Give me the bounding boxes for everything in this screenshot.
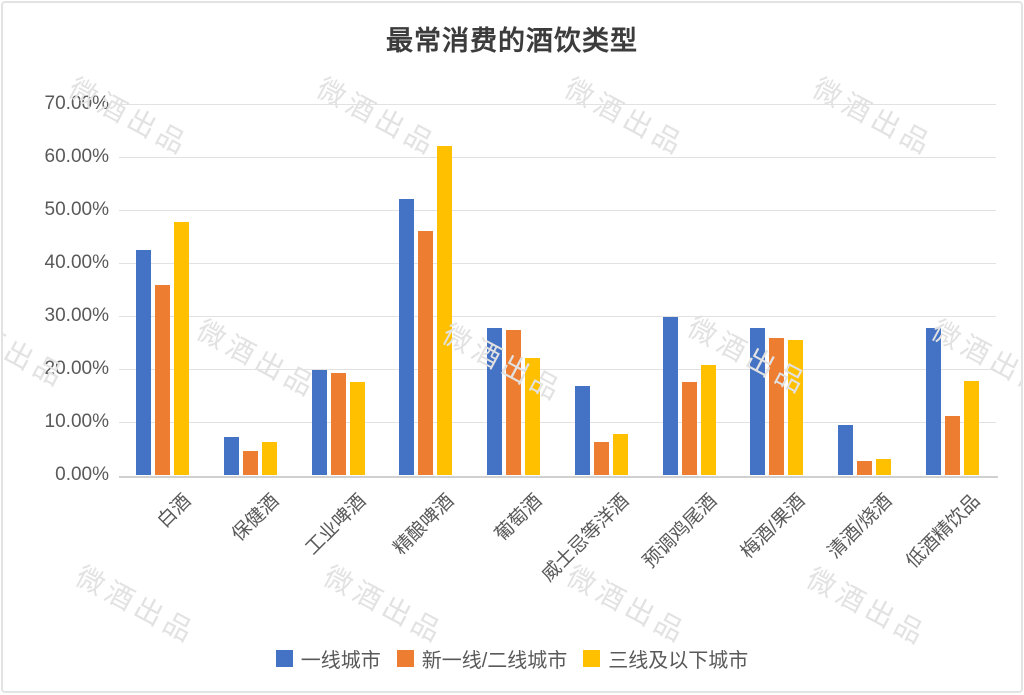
bar — [487, 327, 503, 475]
y-axis-tick-label: 60.00% — [44, 146, 109, 167]
category-label: 梅酒/果酒 — [628, 487, 810, 669]
bar — [963, 381, 979, 475]
bar — [224, 436, 240, 475]
bar — [437, 146, 453, 475]
legend-item: 三线及以下城市 — [583, 644, 748, 673]
category-label-text: 梅酒/果酒 — [736, 490, 810, 563]
legend-label: 新一线/二线城市 — [421, 650, 568, 672]
legend-swatch-icon — [275, 650, 293, 667]
y-axis-tick-label: 50.00% — [44, 199, 109, 220]
category-label: 保健酒 — [102, 487, 284, 669]
category-label: 葡萄酒 — [365, 487, 547, 669]
watermark: 微酒出品 — [311, 72, 443, 162]
bar — [243, 451, 259, 475]
bar — [662, 317, 678, 475]
gridline — [119, 316, 996, 317]
watermark: 微酒出品 — [437, 318, 569, 408]
category-label-text: 白酒 — [153, 490, 196, 533]
category-label-text: 精酿啤酒 — [389, 490, 459, 560]
watermark: 微酒出品 — [191, 314, 323, 404]
x-axis-line — [119, 476, 998, 478]
gridline — [119, 210, 996, 211]
gridline — [119, 104, 996, 105]
bar — [311, 369, 327, 475]
legend-swatch-icon — [583, 650, 601, 667]
category-label: 工业啤酒 — [190, 487, 372, 669]
bar — [788, 340, 804, 475]
category-label: 白酒 — [14, 487, 196, 669]
gridline — [119, 369, 996, 370]
legend: 一线城市 新一线/二线城市 三线及以下城市 — [3, 644, 1021, 673]
category-label: 预调鸡尾酒 — [540, 487, 722, 669]
bar — [349, 382, 365, 475]
bar — [856, 460, 872, 475]
bar — [330, 372, 346, 475]
bar — [525, 357, 541, 475]
category-label-text: 葡萄酒 — [490, 490, 547, 546]
category-label-text: 清酒/烧酒 — [824, 490, 897, 563]
gridline — [119, 157, 996, 158]
category-label-text: 预调鸡尾酒 — [639, 490, 722, 573]
legend-label: 一线城市 — [300, 650, 381, 672]
legend-swatch-icon — [396, 650, 414, 667]
legend-item: 新一线/二线城市 — [396, 644, 568, 673]
category-label: 精酿啤酒 — [277, 487, 459, 669]
bar — [574, 385, 590, 475]
y-axis-tick-label: 70.00% — [44, 93, 109, 114]
bar — [262, 442, 278, 475]
category-label-text: 低酒精饮品 — [902, 490, 985, 573]
bar — [593, 441, 609, 475]
bar — [399, 199, 415, 475]
bar — [612, 434, 628, 475]
bar — [155, 285, 171, 475]
watermark: 微酒出品 — [807, 72, 939, 162]
watermark: 微酒出品 — [559, 72, 691, 162]
y-axis-tick-label: 30.00% — [44, 305, 109, 326]
y-axis-tick-label: 0.00% — [55, 464, 109, 485]
bar — [418, 231, 434, 475]
bar — [174, 222, 190, 475]
gridline — [119, 422, 996, 423]
y-axis-tick-label: 40.00% — [44, 252, 109, 273]
category-label: 清酒/烧酒 — [716, 487, 898, 669]
category-label-text: 工业啤酒 — [302, 490, 371, 560]
bar — [875, 458, 891, 475]
category-label: 低酒精饮品 — [804, 487, 986, 669]
chart-title: 最常消费的酒饮类型 — [386, 26, 638, 56]
bar — [944, 415, 960, 475]
bar — [837, 425, 853, 475]
gridline — [119, 263, 996, 264]
bar — [925, 327, 941, 475]
bar — [700, 364, 716, 475]
category-label-text: 保健酒 — [227, 490, 283, 546]
y-axis-tick-label: 20.00% — [44, 358, 109, 379]
bar — [769, 337, 785, 475]
bar — [506, 329, 522, 475]
legend-label: 三线及以下城市 — [608, 650, 749, 672]
category-label: 威士忌等洋酒 — [453, 487, 635, 669]
y-axis-tick-label: 10.00% — [44, 411, 109, 432]
bar — [136, 250, 152, 475]
bar — [750, 328, 766, 475]
bar — [681, 381, 697, 475]
legend-item: 一线城市 — [275, 644, 381, 673]
